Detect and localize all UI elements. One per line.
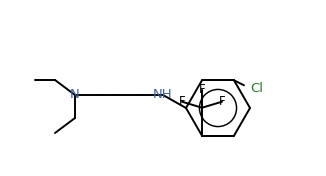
Text: N: N [70,89,80,102]
Text: F: F [199,83,205,96]
Text: F: F [179,95,185,108]
Text: Cl: Cl [250,82,263,95]
Text: F: F [219,95,225,108]
Text: NH: NH [153,89,173,102]
